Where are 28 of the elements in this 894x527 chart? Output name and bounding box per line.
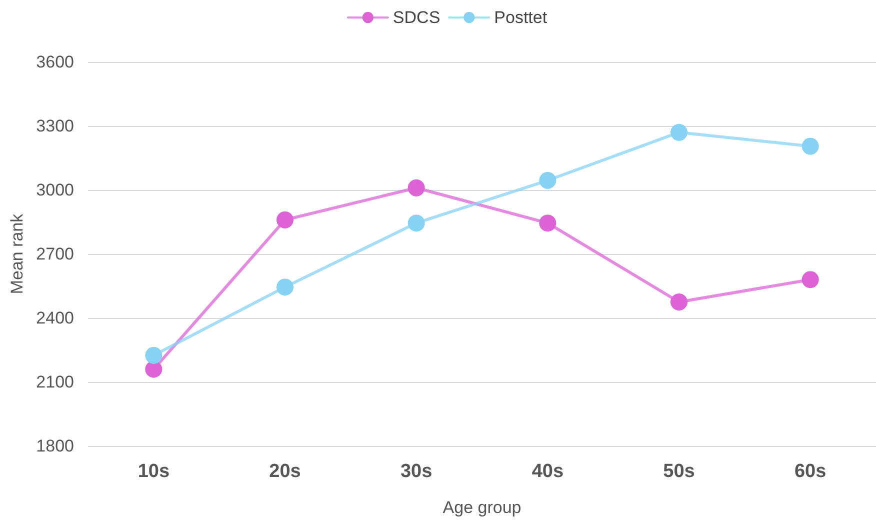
point xyxy=(408,179,425,196)
y-axis-title: Mean rank xyxy=(7,213,26,294)
x-tick-label: 20s xyxy=(269,461,301,482)
y-tick-label: 2700 xyxy=(36,244,74,264)
point xyxy=(408,214,425,232)
point xyxy=(539,172,556,189)
y-tick-label: 3600 xyxy=(36,52,74,72)
point xyxy=(539,214,556,232)
y-tick-label: 2400 xyxy=(36,308,74,328)
point xyxy=(276,278,294,296)
x-axis-title: Age group xyxy=(442,498,522,517)
point xyxy=(670,124,688,141)
y-tick-label: 3300 xyxy=(36,116,74,136)
x-tick-label: 40s xyxy=(532,461,564,482)
legend-label: Posttet xyxy=(494,8,548,27)
point xyxy=(802,271,819,288)
point xyxy=(276,211,294,228)
point xyxy=(670,294,688,310)
x-tick-label: 10s xyxy=(138,461,170,482)
point xyxy=(145,346,162,364)
x-tick-label: 60s xyxy=(794,461,826,482)
legend-label: SDCS xyxy=(392,8,440,27)
x-tick-label: 50s xyxy=(663,461,695,482)
y-tick-label: 2100 xyxy=(36,372,74,392)
point xyxy=(802,138,819,155)
x-tick-label: 30s xyxy=(400,461,432,482)
y-tick-label: 3000 xyxy=(36,180,74,200)
y-tick-label: 1800 xyxy=(36,436,74,456)
